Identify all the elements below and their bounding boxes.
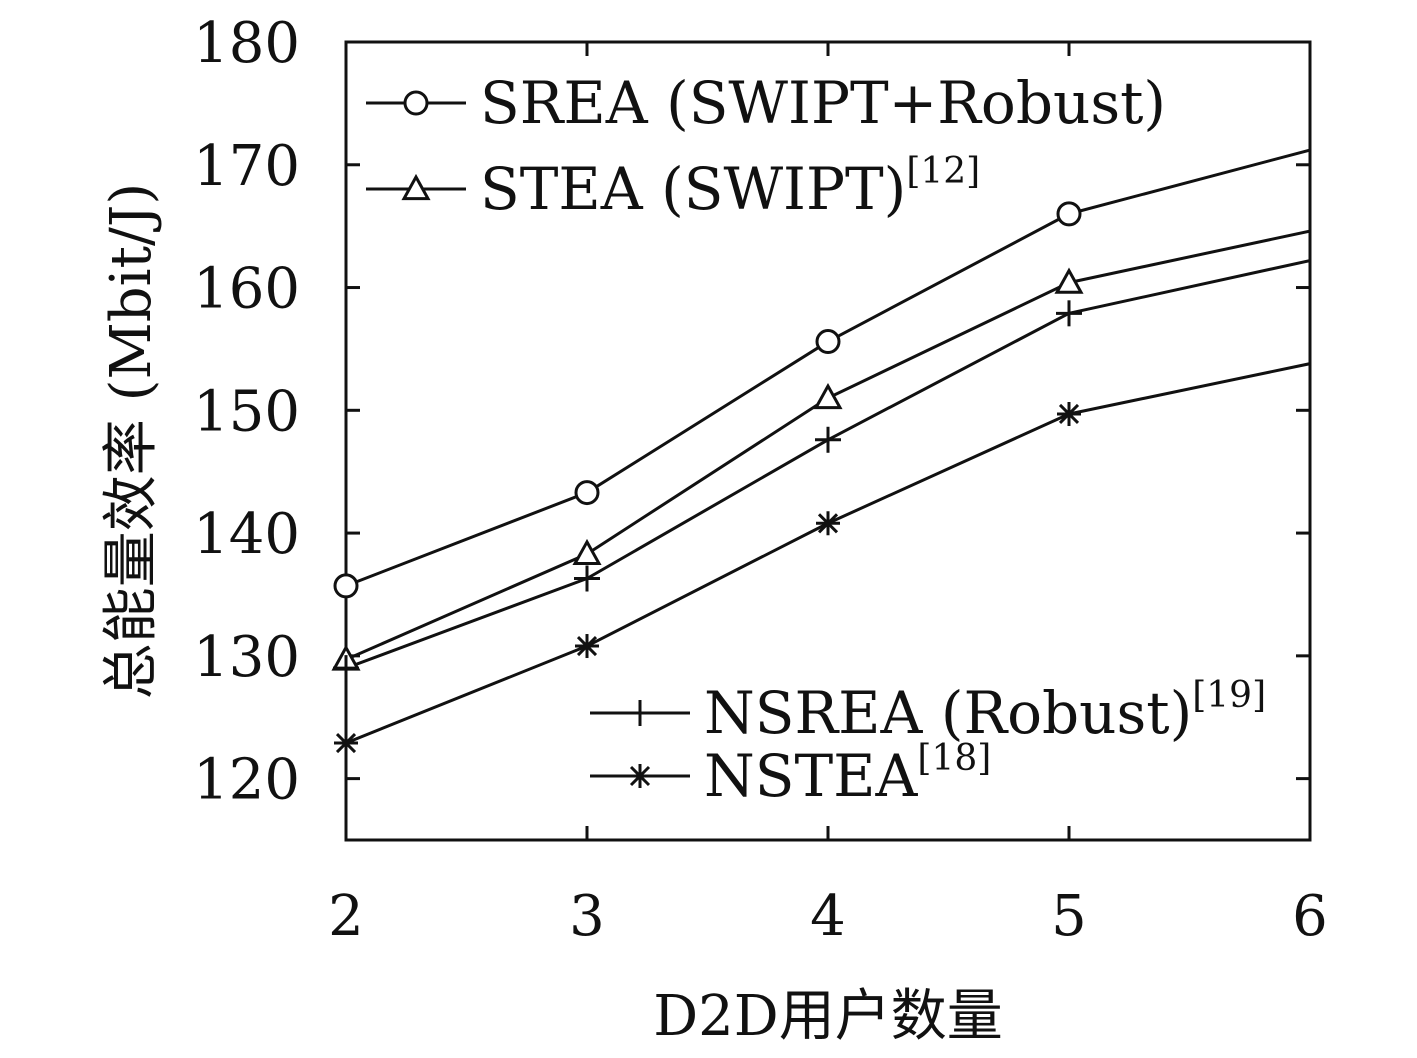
series-3-point <box>1056 300 1082 327</box>
x-axis-label: D2D用户数量 <box>653 984 1002 1049</box>
series-4-point <box>575 634 599 659</box>
y-tick-label: 180 <box>193 11 300 76</box>
legend-label: NSREA (Robust)[19] <box>704 675 1266 747</box>
legend-reference: [12] <box>906 151 980 192</box>
x-tick-label: 6 <box>1292 884 1328 949</box>
series-3-point <box>333 655 359 682</box>
legend-name: STEA (SWIPT) <box>480 155 906 223</box>
series-4-point-d2 <box>1058 403 1080 425</box>
legend-entry-3: NSREA (Robust)[19] <box>590 675 1266 747</box>
series-1-point <box>333 573 359 599</box>
series-3-point <box>574 565 600 592</box>
legend-marker <box>403 90 429 116</box>
series-2-point <box>813 382 843 410</box>
series-1-point <box>1056 201 1082 227</box>
legend: SREA (SWIPT+Robust) STEA (SWIPT)[12] NSREA… <box>366 69 1266 810</box>
series-1-point <box>574 480 600 506</box>
series-1-point <box>815 329 841 355</box>
legend-label: SREA (SWIPT+Robust) <box>480 69 1166 137</box>
series-3-point <box>815 426 841 453</box>
series-4-point <box>334 731 358 756</box>
y-tick-label: 140 <box>193 502 300 567</box>
legend-marker-d2 <box>629 765 651 787</box>
y-tick-label: 160 <box>193 257 300 322</box>
legend-marker <box>627 700 653 726</box>
legend-reference: [18] <box>917 738 991 779</box>
series-4-point <box>816 511 840 536</box>
legend-name: NSREA (Robust) <box>704 679 1192 747</box>
legend-marker <box>401 173 431 201</box>
y-axis-label: 总能量效率 (Mbit/J) <box>99 183 164 699</box>
series-2-point <box>1054 267 1084 294</box>
legend-label: NSTEA[18] <box>704 738 991 810</box>
x-tick-label: 3 <box>569 884 605 949</box>
x-tick-label: 5 <box>1051 884 1087 949</box>
x-tick-label: 2 <box>328 884 364 949</box>
series-4-point-d2 <box>576 635 598 657</box>
y-tick-label: 120 <box>193 748 300 813</box>
y-tick-label: 150 <box>193 379 300 444</box>
marker-layer <box>331 201 1084 756</box>
series-4-point <box>1057 401 1081 426</box>
legend-marker <box>628 764 652 788</box>
legend-label: STEA (SWIPT)[12] <box>480 151 980 223</box>
x-tick-label: 4 <box>810 884 846 949</box>
axis-ticks: 2 3 4 5 6 120 130 140 150 160 170 180 <box>193 11 1328 949</box>
y-tick-label: 130 <box>193 625 300 690</box>
legend-entry-1: SREA (SWIPT+Robust) <box>366 69 1166 137</box>
series-4-point-d2 <box>335 732 357 754</box>
legend-entry-4: NSTEA[18] <box>590 738 991 810</box>
series-2-point <box>572 538 602 566</box>
series-4-point-d2 <box>817 513 839 534</box>
legend-name: NSTEA <box>704 742 919 810</box>
legend-reference: [19] <box>1192 675 1266 716</box>
legend-entry-2: STEA (SWIPT)[12] <box>366 151 980 223</box>
series-line-3 <box>346 259 1310 670</box>
legend-name: SREA (SWIPT+Robust) <box>480 69 1166 137</box>
y-tick-label: 170 <box>193 134 300 199</box>
